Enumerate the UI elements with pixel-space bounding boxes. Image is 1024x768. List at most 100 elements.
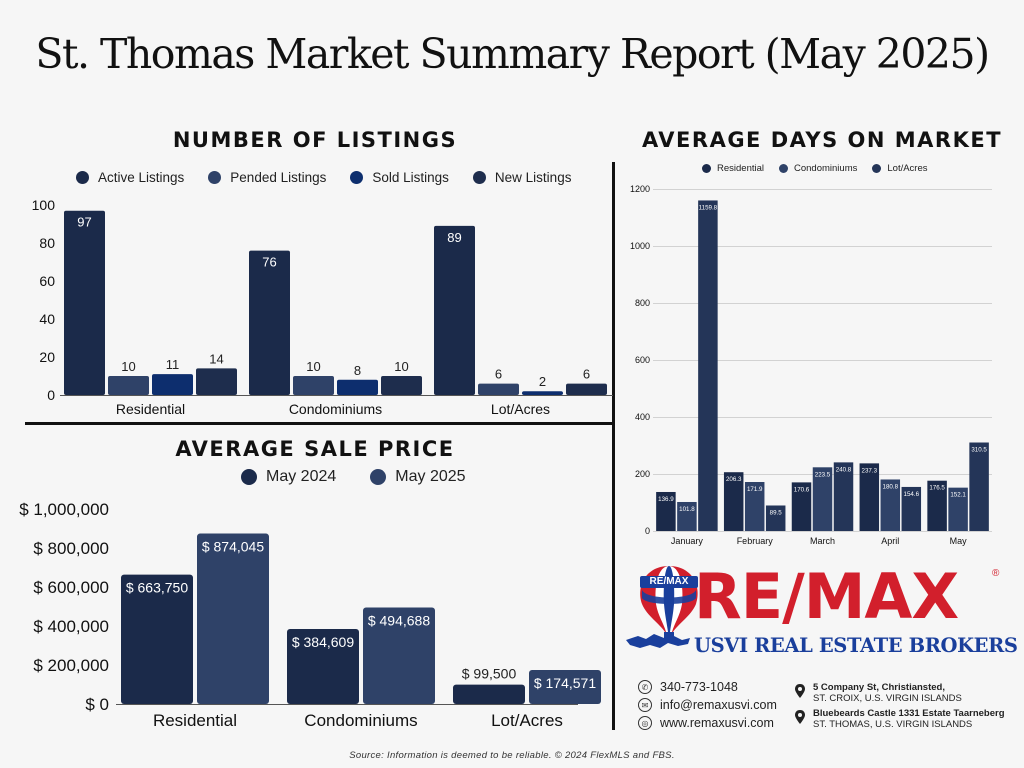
data-label: 6 [583, 367, 590, 382]
horizontal-divider [25, 422, 612, 425]
bar-may-2024 [287, 629, 359, 704]
data-label: 97 [77, 215, 91, 230]
remax-subtitle: USVI REAL ESTATE BROKERS [694, 634, 1018, 657]
website-link[interactable]: www.remaxusvi.com [660, 716, 774, 730]
bar-condominiums [948, 487, 968, 531]
legend-item-residential: Residential [702, 163, 764, 174]
legend-label-condominiums: Condominiums [794, 163, 858, 174]
x-tick-label: Condominiums [289, 401, 382, 417]
listings-chart: 0 20 40 60 80 100 97 10 11 14 Residential 76 10 8 10 Co… [32, 197, 613, 417]
y-tick-label: $ 600,000 [33, 578, 109, 597]
y-tick-label: $ 400,000 [33, 617, 109, 636]
data-label: 6 [495, 367, 502, 382]
registered-mark: ® [992, 568, 1000, 579]
email-address[interactable]: info@remaxusvi.com [660, 698, 777, 712]
data-label: $ 663,750 [126, 580, 188, 596]
email-icon: ✉ [638, 698, 652, 712]
bar-residential [723, 472, 744, 531]
y-tick-label: $ 800,000 [33, 539, 109, 558]
legend-swatch-condominiums [779, 164, 788, 173]
y-tick-label: 100 [32, 197, 56, 213]
dom-chart: 0 200 400 600 800 1000 1200 136.9 101.8 1159.8 Jan… [630, 184, 992, 546]
legend-swatch-may2024 [241, 469, 257, 485]
islands-map-icon [626, 634, 690, 648]
legend-item-pended: Pended Listings [208, 170, 326, 185]
data-label: 240.8 [836, 466, 852, 473]
data-label: 171.9 [747, 486, 763, 493]
bar-residential [859, 463, 880, 531]
address2-line2: ST. THOMAS, U.S. VIRGIN ISLANDS [813, 719, 973, 730]
bar-pended-listings [108, 376, 149, 395]
x-tick-label: May [950, 536, 968, 546]
bar-active-listings [434, 225, 475, 395]
y-tick-label: 40 [39, 311, 55, 327]
globe-icon: ◎ [638, 716, 652, 730]
email-contact: ✉ info@remaxusvi.com [638, 698, 777, 712]
bar-residential [927, 480, 947, 531]
remax-wordmark: RE/MAX [694, 560, 959, 633]
data-label: 10 [121, 359, 135, 374]
address1-line1: 5 Company St, Christiansted, [813, 682, 945, 693]
address2-line1: Bluebeards Castle 1331 Estate Taarneberg [813, 708, 1005, 719]
y-tick-label: $ 0 [85, 695, 109, 714]
data-label: 170.6 [794, 486, 810, 493]
legend-swatch-pended [208, 171, 222, 184]
y-tick-label: 200 [635, 469, 650, 479]
page-title: St. Thomas Market Summary Report (May 20… [35, 30, 990, 78]
vertical-divider [612, 162, 615, 730]
data-label: 180.8 [883, 483, 899, 490]
bar-may-2025 [197, 533, 269, 704]
bar-pended-listings [478, 383, 519, 395]
x-tick-label: Residential [153, 711, 237, 730]
data-label: 76 [262, 255, 276, 270]
source-footnote: Source: Information is deemed to be reli… [349, 750, 675, 761]
listings-chart-title: NUMBER OF LISTINGS [172, 128, 458, 152]
data-label: $ 384,609 [292, 634, 354, 650]
data-label: 89 [447, 230, 461, 245]
data-label: 237.3 [862, 467, 878, 474]
y-tick-label: 0 [47, 387, 55, 403]
bar-condominiums [880, 479, 901, 531]
y-tick-label: 1200 [630, 184, 650, 194]
legend-item-may2025: May 2025 [370, 468, 466, 486]
bar-residential [791, 482, 812, 531]
address-st-thomas: Bluebeards Castle 1331 Estate Taarneberg… [813, 708, 1005, 730]
legend-swatch-new [472, 171, 486, 184]
location-pin-icon [794, 709, 806, 725]
legend-swatch-lot [872, 164, 882, 173]
legend-label-residential: Residential [717, 163, 764, 174]
address1-line2: ST. CROIX, U.S. VIRGIN ISLANDS [813, 693, 962, 704]
dom-legend: Residential Condominiums Lot/Acres [702, 163, 928, 174]
legend-label-pended: Pended Listings [230, 170, 327, 185]
website-contact: ◎ www.remaxusvi.com [638, 716, 774, 730]
legend-swatch-active [76, 171, 89, 184]
x-tick-label: January [671, 536, 704, 546]
legend-label-new: New Listings [494, 170, 572, 185]
bar-lot-acres [901, 486, 922, 531]
balloon-label: RE/MAX [640, 576, 698, 588]
data-label: 11 [166, 357, 180, 372]
data-label: 10 [394, 359, 408, 374]
bar-may-2025 [363, 607, 435, 704]
legend-item-lot: Lot/Acres [872, 163, 928, 174]
legend-label-sold: Sold Listings [372, 170, 449, 185]
bar-may-2024 [121, 574, 193, 704]
data-label: 2 [539, 374, 546, 389]
y-tick-label: 800 [635, 298, 650, 308]
phone-number[interactable]: 340-773-1048 [660, 680, 738, 694]
bar-lot-acres [833, 462, 854, 531]
data-label: $ 874,045 [202, 539, 264, 555]
legend-item-sold: Sold Listings [350, 170, 449, 185]
data-label: 310.5 [971, 447, 987, 454]
legend-swatch-may2025 [370, 469, 387, 485]
bar-lot-acres [969, 442, 989, 531]
bar-condominiums [812, 467, 833, 531]
data-label: 14 [209, 351, 223, 366]
data-label: 152.1 [950, 492, 966, 499]
bar-sold-listings [152, 374, 193, 395]
data-label: $ 174,571 [534, 675, 596, 691]
y-tick-label: 400 [635, 412, 650, 422]
data-label: 8 [354, 363, 361, 378]
data-label: 10 [306, 359, 320, 374]
x-tick-label: March [810, 536, 835, 546]
